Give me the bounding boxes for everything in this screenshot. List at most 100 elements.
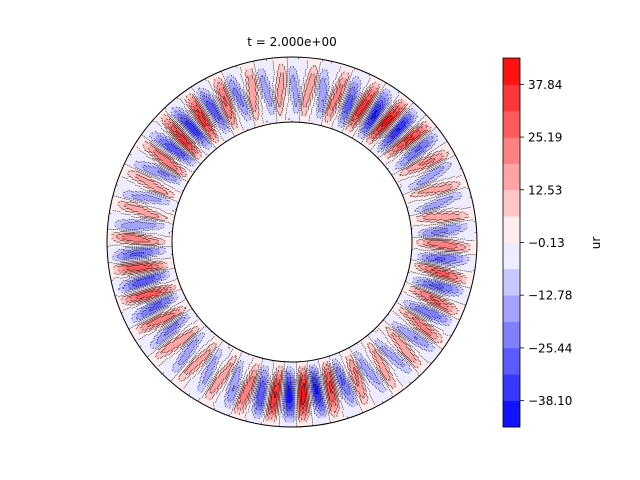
- contour-fill: [251, 359, 263, 366]
- contour-fill: [152, 239, 155, 245]
- contour-fill: [410, 195, 415, 203]
- contour-fill: [200, 337, 209, 345]
- contour-fill: [192, 326, 199, 333]
- contour-fill: [230, 350, 241, 358]
- contour-fill: [202, 335, 210, 343]
- contour-fill: [185, 313, 191, 319]
- contour-fill: [168, 186, 174, 193]
- contour-fill: [395, 316, 402, 324]
- contour-fill: [286, 110, 295, 114]
- contour-fill: [197, 152, 207, 163]
- contour-fill: [241, 120, 255, 129]
- contour-fill: [311, 121, 322, 126]
- contour-fill: [165, 277, 170, 283]
- contour-fill: [377, 155, 390, 170]
- contour-fill: [396, 293, 403, 303]
- contour-fill: [371, 147, 382, 158]
- contour-fill: [399, 187, 405, 196]
- contour-fill: [375, 339, 381, 346]
- contour-fill: [159, 254, 163, 260]
- contour-fill: [161, 223, 165, 228]
- contour-fill: [306, 361, 320, 366]
- contour-fill: [293, 110, 298, 114]
- contour-fill: [168, 199, 175, 215]
- contour-fill: [372, 319, 386, 333]
- contour-fill: [301, 367, 305, 371]
- contour-fill: [165, 236, 168, 247]
- contour-fill: [242, 123, 256, 131]
- contour-fill: [350, 120, 356, 125]
- contour-fill: [240, 353, 254, 361]
- contour-fill: [180, 301, 187, 309]
- contour-fill: [373, 143, 380, 149]
- contour-fill: [186, 164, 192, 170]
- contour-fill: [278, 111, 283, 115]
- contour-fill: [217, 136, 223, 142]
- contour-fill: [422, 244, 426, 247]
- contour-fill: [164, 270, 169, 279]
- contour-fill: [326, 111, 332, 115]
- contour-fill: [199, 332, 205, 339]
- contour-fill: [272, 367, 277, 371]
- contour-fill: [179, 288, 187, 300]
- contour-fill: [357, 134, 364, 140]
- contour-fill: [378, 321, 387, 331]
- contour-fill: [174, 183, 180, 191]
- contour-fill: [287, 372, 290, 376]
- contour-fill: [346, 356, 353, 361]
- contour-fill: [403, 167, 409, 175]
- contour-fill: [363, 343, 369, 349]
- contour-fill: [299, 369, 306, 373]
- contour-fill: [388, 313, 399, 326]
- contour-fill: [192, 162, 201, 173]
- contour-fill: [356, 335, 370, 346]
- contour-fill: [222, 127, 230, 134]
- contour-fill: [335, 355, 343, 361]
- contour-fill: [167, 275, 172, 283]
- contour-fill: [367, 330, 375, 338]
- contour-fill: [360, 141, 372, 151]
- contour-fill: [239, 119, 248, 125]
- contour-fill: [328, 352, 341, 359]
- contour-fill: [282, 106, 287, 110]
- contour-fill: [388, 155, 395, 162]
- contour-fill: [418, 231, 421, 236]
- contour-fill: [189, 160, 200, 173]
- contour-fill: [172, 267, 178, 280]
- contour-fill: [186, 156, 192, 163]
- contour-fill: [418, 234, 421, 238]
- contour-fill: [409, 183, 415, 191]
- contour-fill: [307, 359, 319, 364]
- contour-fill: [204, 325, 212, 334]
- contour-fill: [325, 115, 332, 120]
- contour-fill: [251, 366, 260, 372]
- contour-fill: [402, 193, 410, 209]
- contour-fill: [408, 291, 414, 297]
- contour-fill: [406, 177, 412, 185]
- contour-fill: [300, 372, 307, 376]
- contour-fill: [400, 280, 408, 295]
- contour-fill: [201, 139, 209, 146]
- contour-fill: [220, 352, 229, 359]
- contour-fill: [327, 120, 334, 125]
- contour-fill: [317, 356, 331, 362]
- contour-fill: [231, 123, 238, 128]
- contour-fill: [172, 182, 178, 189]
- contour-fill: [253, 121, 271, 128]
- contour-fill: [413, 287, 417, 293]
- contour-fill: [238, 357, 253, 365]
- contour-fill: [212, 136, 219, 143]
- contour-fill: [418, 206, 422, 213]
- contour-fill: [162, 240, 166, 244]
- contour-fill: [246, 125, 256, 131]
- contour-fill: [243, 115, 251, 120]
- contour-fill: [377, 146, 384, 153]
- contour-fill: [418, 237, 421, 241]
- contour-fill: [383, 314, 390, 322]
- contour-fill: [296, 366, 300, 369]
- contour-fill: [387, 167, 394, 176]
- contour-fill: [160, 239, 164, 245]
- contour-fill: [298, 368, 303, 371]
- contour-fill: [286, 368, 294, 372]
